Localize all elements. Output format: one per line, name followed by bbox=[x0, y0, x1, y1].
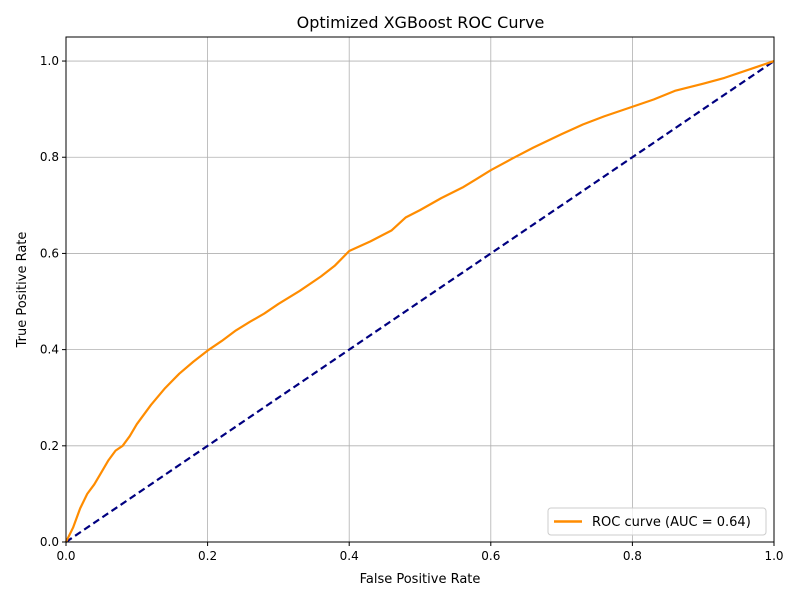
x-tick-label: 1.0 bbox=[764, 549, 783, 563]
x-axis-label: False Positive Rate bbox=[360, 572, 481, 587]
x-tick-label: 0.6 bbox=[481, 549, 500, 563]
y-tick-label: 1.0 bbox=[40, 54, 59, 68]
legend-box bbox=[547, 507, 767, 536]
y-tick-label: 0.6 bbox=[40, 246, 59, 260]
legend: ROC curve (AUC = 0.64) bbox=[547, 507, 767, 536]
x-tick-label: 0.2 bbox=[198, 549, 217, 563]
x-tick-label: 0.4 bbox=[340, 549, 359, 563]
tick-layer: 0.0 0.2 0.4 0.6 0.8 1.0 0.0 0.2 0.4 0.6 0.8 1.0 bbox=[40, 54, 784, 563]
y-tick-label: 0.0 bbox=[40, 535, 59, 549]
x-tick-label: 0.0 bbox=[56, 549, 75, 563]
plot-frame bbox=[65, 36, 775, 543]
roc-curve-line bbox=[65, 60, 775, 543]
grid-layer bbox=[65, 37, 775, 543]
x-tick-label: 0.8 bbox=[623, 549, 642, 563]
legend-entry-roc: ROC curve (AUC = 0.64) bbox=[592, 515, 751, 530]
y-axis-label: True Positive Rate bbox=[15, 232, 30, 349]
y-tick-label: 0.4 bbox=[40, 343, 59, 357]
series-layer bbox=[65, 60, 775, 543]
y-tick-label: 0.8 bbox=[40, 150, 59, 164]
y-tick-label: 0.2 bbox=[40, 439, 59, 453]
chart-title: Optimized XGBoost ROC Curve bbox=[297, 13, 545, 32]
